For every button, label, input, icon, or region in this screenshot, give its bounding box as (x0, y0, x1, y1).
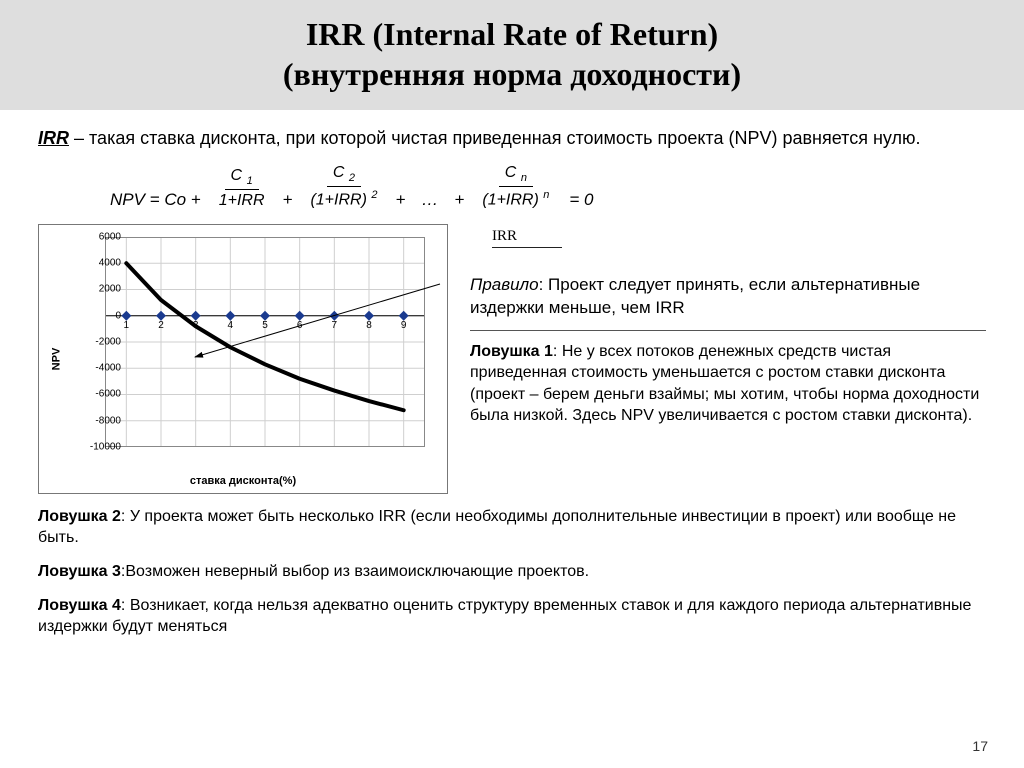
chart-y-tick: 4000 (85, 258, 121, 269)
chart-x-tick: 5 (262, 320, 268, 331)
irr-arrow-label: IRR (492, 228, 562, 248)
chart-plot-svg (105, 237, 425, 447)
trap-2: Ловушка 2: У проекта может быть нескольк… (38, 506, 986, 549)
bottom-traps: Ловушка 2: У проекта может быть нескольк… (0, 506, 1024, 638)
npv-chart: NPV ставка дисконта(%) 6000 4000 2000 0 -200… (38, 224, 448, 494)
chart-x-tick: 3 (193, 320, 199, 331)
definition-paragraph: IRR – такая ставка дисконта, при которой… (38, 126, 986, 150)
rule-divider (470, 330, 986, 331)
chart-y-tick: 0 (85, 310, 121, 321)
chart-x-tick: 1 (124, 320, 130, 331)
title-bar: IRR (Internal Rate of Return) (внутрення… (0, 0, 1024, 110)
npv-formula: NPV = Co + C 1 1+IRR + C 2 (1+IRR) 2 + …… (110, 164, 986, 210)
chart-y-tick: -10000 (85, 441, 121, 452)
formula-term-1: C 1 1+IRR (213, 167, 271, 210)
trap-1: Ловушка 1: Не у всех потоков денежных ср… (470, 341, 986, 427)
chart-x-tick: 6 (297, 320, 303, 331)
definition-term: IRR (38, 128, 69, 148)
slide-title: IRR (Internal Rate of Return) (внутрення… (0, 14, 1024, 94)
chart-x-tick: 2 (158, 320, 164, 331)
content-area: IRR – такая ставка дисконта, при которой… (0, 110, 1024, 494)
rule-label: Правило (470, 275, 539, 294)
chart-and-rule-row: NPV ставка дисконта(%) 6000 4000 2000 0 -200… (38, 224, 986, 494)
definition-text: – такая ставка дисконта, при которой чис… (69, 128, 921, 148)
chart-y-tick: -8000 (85, 415, 121, 426)
chart-x-tick: 9 (401, 320, 407, 331)
trap-3: Ловушка 3:Возможен неверный выбор из вза… (38, 561, 986, 583)
chart-y-tick: 2000 (85, 284, 121, 295)
title-line-1: IRR (Internal Rate of Return) (306, 16, 718, 52)
formula-term-n: C n (1+IRR) n (476, 164, 555, 210)
chart-y-tick: 6000 (85, 231, 121, 242)
right-column: IRR Правило: Проект следует принять, есл… (470, 224, 986, 494)
chart-y-axis-label: NPV (50, 348, 62, 371)
formula-lead: NPV = Co + (110, 190, 201, 210)
trap-4: Ловушка 4: Возникает, когда нельзя адекв… (38, 595, 986, 638)
chart-y-tick: -6000 (85, 389, 121, 400)
title-line-2: (внутренняя норма доходности) (283, 56, 741, 92)
formula-term-2: C 2 (1+IRR) 2 (304, 164, 383, 210)
chart-x-tick: 8 (366, 320, 372, 331)
chart-y-tick: -4000 (85, 363, 121, 374)
chart-x-tick: 7 (332, 320, 338, 331)
chart-x-axis-label: ставка дисконта(%) (39, 475, 447, 487)
chart-y-tick: -2000 (85, 336, 121, 347)
chart-container: NPV ставка дисконта(%) 6000 4000 2000 0 -200… (38, 224, 448, 494)
chart-x-tick: 4 (228, 320, 234, 331)
page-number: 17 (972, 738, 988, 754)
rule-paragraph: Правило: Проект следует принять, если ал… (470, 274, 986, 320)
